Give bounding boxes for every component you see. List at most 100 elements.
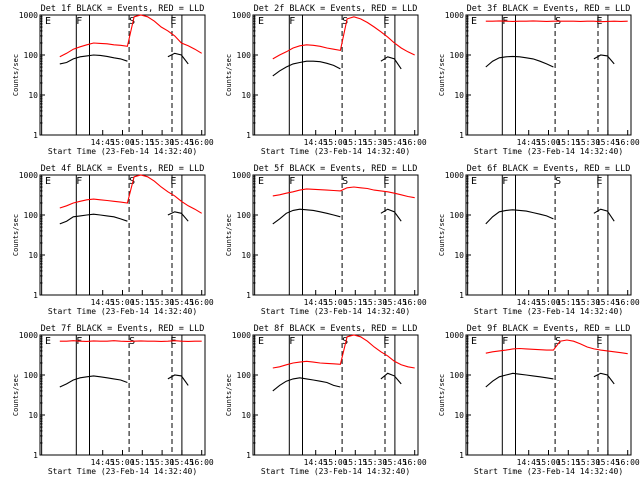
y-tick-label: 100 bbox=[237, 371, 252, 380]
plot-frame bbox=[39, 14, 206, 136]
x-tick-label: 16:00 bbox=[403, 298, 427, 307]
series-lld bbox=[59, 14, 202, 58]
y-axis-label: Counts/sec bbox=[438, 54, 446, 96]
x-tick-label: 15:45 bbox=[383, 298, 407, 307]
y-tick-label: 1 bbox=[246, 291, 251, 300]
x-tick-label: 16:00 bbox=[403, 458, 427, 467]
plot-frame bbox=[252, 14, 419, 136]
x-tick-label: 15:30 bbox=[363, 298, 387, 307]
series-lld bbox=[485, 20, 628, 23]
series-events bbox=[59, 374, 189, 388]
y-axis-label: Counts/sec bbox=[12, 374, 20, 416]
plot-frame bbox=[39, 174, 206, 296]
x-axis-label: Start Time (23-Feb-14 14:32:40) bbox=[474, 307, 623, 316]
x-tick-label: 15:30 bbox=[576, 298, 600, 307]
x-tick-label: 15:45 bbox=[383, 138, 407, 147]
y-axis-label: Counts/sec bbox=[12, 54, 20, 96]
y-tick-label: 1 bbox=[459, 291, 464, 300]
y-tick-label: 10 bbox=[454, 411, 464, 420]
marker-label: E bbox=[471, 16, 477, 27]
marker-label: E bbox=[170, 336, 176, 347]
y-tick-label: 100 bbox=[450, 51, 465, 60]
x-tick-label: 14:45 bbox=[517, 458, 541, 467]
x-tick-label: 14:45 bbox=[517, 138, 541, 147]
series-lld bbox=[59, 340, 202, 342]
x-tick-label: 15:00 bbox=[323, 458, 347, 467]
x-tick-label: 14:45 bbox=[517, 298, 541, 307]
panel-title: Det 4f BLACK = Events, RED = LLD bbox=[41, 164, 205, 174]
panel-3: Det 3f BLACK = Events, RED = LLD 1 10 100 10… bbox=[438, 4, 640, 156]
series-lld bbox=[59, 174, 202, 214]
marker-label: F bbox=[289, 176, 295, 187]
series-events bbox=[485, 372, 615, 388]
panel-4: Det 4f BLACK = Events, RED = LLD 1 10 100 10… bbox=[12, 164, 214, 316]
x-axis-label: Start Time (23-Feb-14 14:32:40) bbox=[474, 147, 623, 156]
y-tick-label: 10 bbox=[28, 91, 38, 100]
y-tick-label: 1 bbox=[246, 131, 251, 140]
marker-label: F bbox=[76, 176, 82, 187]
marker-label: S bbox=[129, 16, 135, 27]
series-lld bbox=[485, 339, 628, 355]
plot-frame bbox=[465, 334, 632, 456]
y-tick-label: 1000 bbox=[232, 171, 251, 180]
y-tick-label: 1000 bbox=[19, 331, 38, 340]
panel-title: Det 5f BLACK = Events, RED = LLD bbox=[254, 164, 418, 174]
y-tick-label: 10 bbox=[28, 411, 38, 420]
y-tick-label: 1000 bbox=[19, 171, 38, 180]
x-tick-label: 15:45 bbox=[596, 458, 620, 467]
panel-title: Det 2f BLACK = Events, RED = LLD bbox=[254, 4, 418, 14]
x-tick-label: 16:00 bbox=[616, 298, 640, 307]
marker-label: S bbox=[342, 336, 348, 347]
x-tick-label: 15:30 bbox=[150, 458, 174, 467]
marker-label: E bbox=[596, 336, 602, 347]
x-tick-label: 15:15 bbox=[556, 298, 580, 307]
y-tick-label: 1 bbox=[459, 451, 464, 460]
y-axis-label: Counts/sec bbox=[438, 374, 446, 416]
marker-label: E bbox=[596, 176, 602, 187]
y-tick-label: 1000 bbox=[445, 171, 464, 180]
y-tick-label: 10 bbox=[241, 251, 251, 260]
marker-label: S bbox=[342, 16, 348, 27]
x-tick-label: 15:00 bbox=[536, 138, 560, 147]
x-tick-label: 15:15 bbox=[556, 458, 580, 467]
x-tick-label: 15:15 bbox=[130, 298, 154, 307]
marker-label: E bbox=[258, 176, 264, 187]
x-tick-label: 14:45 bbox=[304, 138, 328, 147]
x-tick-label: 15:15 bbox=[343, 298, 367, 307]
marker-label: E bbox=[383, 336, 389, 347]
x-tick-label: 15:15 bbox=[343, 458, 367, 467]
y-tick-label: 1 bbox=[246, 451, 251, 460]
y-tick-label: 100 bbox=[24, 211, 39, 220]
x-tick-label: 15:45 bbox=[383, 458, 407, 467]
x-axis-label: Start Time (23-Feb-14 14:32:40) bbox=[48, 467, 197, 476]
panel-1: Det 1f BLACK = Events, RED = LLD 1 10 100 10… bbox=[12, 4, 214, 156]
marker-label: E bbox=[45, 16, 51, 27]
x-tick-label: 15:30 bbox=[150, 138, 174, 147]
marker-label: F bbox=[502, 336, 508, 347]
y-tick-label: 1 bbox=[459, 131, 464, 140]
x-tick-label: 16:00 bbox=[190, 138, 214, 147]
x-tick-label: 15:15 bbox=[556, 138, 580, 147]
y-tick-label: 100 bbox=[450, 371, 465, 380]
x-axis-label: Start Time (23-Feb-14 14:32:40) bbox=[474, 467, 623, 476]
x-tick-label: 15:45 bbox=[596, 138, 620, 147]
panel-title: Det 3f BLACK = Events, RED = LLD bbox=[467, 4, 631, 14]
marker-label: S bbox=[342, 176, 348, 187]
x-axis-label: Start Time (23-Feb-14 14:32:40) bbox=[261, 307, 410, 316]
series-lld bbox=[272, 186, 415, 199]
marker-label: E bbox=[471, 336, 477, 347]
x-tick-label: 14:45 bbox=[91, 138, 115, 147]
series-events bbox=[485, 54, 615, 68]
plot-frame bbox=[39, 334, 206, 456]
y-axis-label: Counts/sec bbox=[438, 214, 446, 256]
y-axis-label: Counts/sec bbox=[225, 374, 233, 416]
x-tick-label: 16:00 bbox=[616, 458, 640, 467]
x-tick-label: 15:45 bbox=[170, 138, 194, 147]
x-tick-label: 15:00 bbox=[536, 458, 560, 467]
x-axis-label: Start Time (23-Feb-14 14:32:40) bbox=[48, 307, 197, 316]
y-tick-label: 100 bbox=[24, 371, 39, 380]
series-events bbox=[272, 372, 402, 392]
x-tick-label: 16:00 bbox=[616, 138, 640, 147]
y-tick-label: 100 bbox=[450, 211, 465, 220]
x-axis-label: Start Time (23-Feb-14 14:32:40) bbox=[48, 147, 197, 156]
